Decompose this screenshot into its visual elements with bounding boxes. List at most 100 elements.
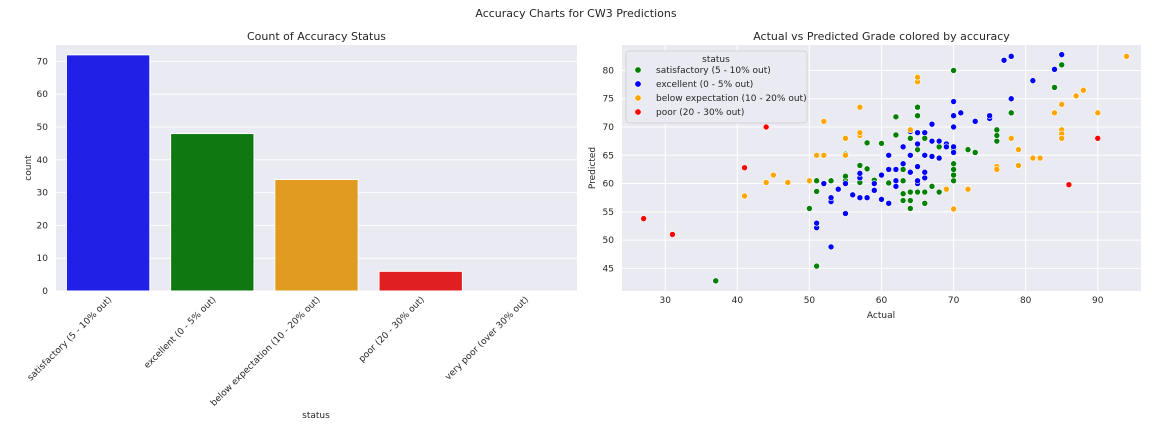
scatter-point <box>856 129 864 136</box>
scatter-point <box>914 188 921 196</box>
scatter-y-tick-label: 55 <box>603 208 614 218</box>
scatter-y-tick-label: 80 <box>603 66 615 76</box>
scatter-point <box>813 177 820 185</box>
scatter-point <box>950 205 957 213</box>
scatter-point <box>813 151 820 159</box>
scatter-point <box>1094 109 1102 117</box>
bar-3 <box>378 270 463 292</box>
scatter-point <box>935 154 943 162</box>
bar-x-ticks: satisfactory (5 - 10% out) excellent (0 -… <box>26 295 531 409</box>
scatter-point <box>892 131 900 139</box>
scatter-point <box>914 129 921 136</box>
scatter-point <box>1058 61 1066 69</box>
legend-items: satisfactory (5 - 10% out) excellent (0 -… <box>634 66 807 118</box>
scatter-point <box>993 126 1001 134</box>
scatter-point <box>928 153 936 160</box>
figure-suptitle: Accuracy Charts for CW3 Predictions <box>475 7 676 20</box>
scatter-point <box>827 194 835 201</box>
scatter-point <box>971 118 979 125</box>
scatter-point <box>1051 109 1058 117</box>
scatter-x-tick-label: 30 <box>660 296 672 306</box>
scatter-point <box>640 215 647 222</box>
scatter-point <box>870 187 878 194</box>
scatter-point <box>669 231 676 238</box>
bar-chart-title: Count of Accuracy Status <box>247 30 386 43</box>
scatter-point <box>842 135 849 142</box>
scatter-point <box>1051 84 1058 91</box>
scatter-point <box>950 98 957 105</box>
bar-x-tick-label: excellent (0 - 5% out) <box>143 295 219 371</box>
scatter-legend: status satisfactory (5 - 10% out) excelle… <box>625 50 808 124</box>
scatter-point <box>899 197 907 204</box>
scatter-point <box>878 140 885 147</box>
scatter-point <box>914 177 921 185</box>
scatter-point <box>892 177 900 185</box>
scatter-point <box>986 112 993 119</box>
scatter-point <box>914 73 921 81</box>
scatter-point <box>813 188 820 195</box>
scatter-point <box>907 205 914 212</box>
scatter-y-tick-label: 65 <box>603 151 614 161</box>
scatter-point <box>1007 109 1015 117</box>
legend-item-label: excellent (0 - 5% out) <box>656 80 753 90</box>
scatter-point <box>1080 86 1087 94</box>
scatter-point <box>1007 95 1015 103</box>
bar-y-axis-label: count <box>24 155 34 181</box>
bar-0 <box>65 54 151 292</box>
scatter-point <box>885 151 893 159</box>
scatter-point <box>914 163 921 170</box>
scatter-point <box>892 183 900 190</box>
legend-marker <box>634 66 642 74</box>
scatter-point <box>820 180 828 187</box>
scatter-point <box>813 219 820 227</box>
scatter-point <box>806 177 813 185</box>
scatter-point <box>863 165 871 173</box>
scatter-point <box>950 143 957 151</box>
scatter-point <box>842 151 849 159</box>
scatter-point <box>993 132 1001 139</box>
scatter-point <box>950 67 957 74</box>
scatter-point <box>907 126 914 134</box>
scatter-point <box>957 109 965 117</box>
scatter-point <box>878 196 885 203</box>
scatter-point <box>1058 135 1066 142</box>
scatter-point <box>921 129 929 136</box>
bar-y-ticks: 0 10 20 30 40 50 60 70 <box>37 57 49 297</box>
scatter-point <box>1007 53 1015 60</box>
scatter-series-2 <box>741 53 1130 213</box>
bar-chart: 0 10 20 30 40 50 60 70 satisfactory (5 - 10% ou… <box>24 30 577 421</box>
bar-marks <box>65 54 463 292</box>
scatter-point <box>1029 77 1037 84</box>
scatter-y-axis-label: Predicted <box>588 147 598 189</box>
scatter-point <box>943 185 950 193</box>
scatter-x-axis-label: Actual <box>867 311 895 321</box>
scatter-x-tick-label: 60 <box>876 296 888 306</box>
scatter-point <box>921 200 929 207</box>
scatter-points <box>640 51 1130 285</box>
scatter-y-tick-label: 70 <box>603 123 615 133</box>
scatter-point <box>899 166 907 173</box>
scatter-point <box>950 112 957 119</box>
scatter-point <box>921 188 929 196</box>
scatter-point <box>1065 181 1073 188</box>
scatter-point <box>1007 135 1015 142</box>
scatter-chart-title: Actual vs Predicted Grade colored by acc… <box>753 30 1010 43</box>
scatter-series-3 <box>640 123 1102 238</box>
scatter-point <box>921 151 929 159</box>
scatter-point <box>813 262 820 270</box>
scatter-point <box>928 183 936 190</box>
bar-2 <box>274 178 359 292</box>
scatter-x-tick-label: 70 <box>948 296 960 306</box>
scatter-point <box>856 103 864 111</box>
scatter-point <box>899 143 907 151</box>
scatter-point <box>921 135 929 142</box>
scatter-point <box>1051 66 1058 73</box>
scatter-point <box>899 177 907 185</box>
scatter-point <box>1058 51 1066 58</box>
scatter-point <box>842 180 849 187</box>
scatter-point <box>784 179 792 186</box>
scatter-point <box>762 123 770 131</box>
scatter-point <box>762 179 770 186</box>
scatter-point <box>907 188 914 196</box>
scatter-point <box>1094 135 1102 142</box>
